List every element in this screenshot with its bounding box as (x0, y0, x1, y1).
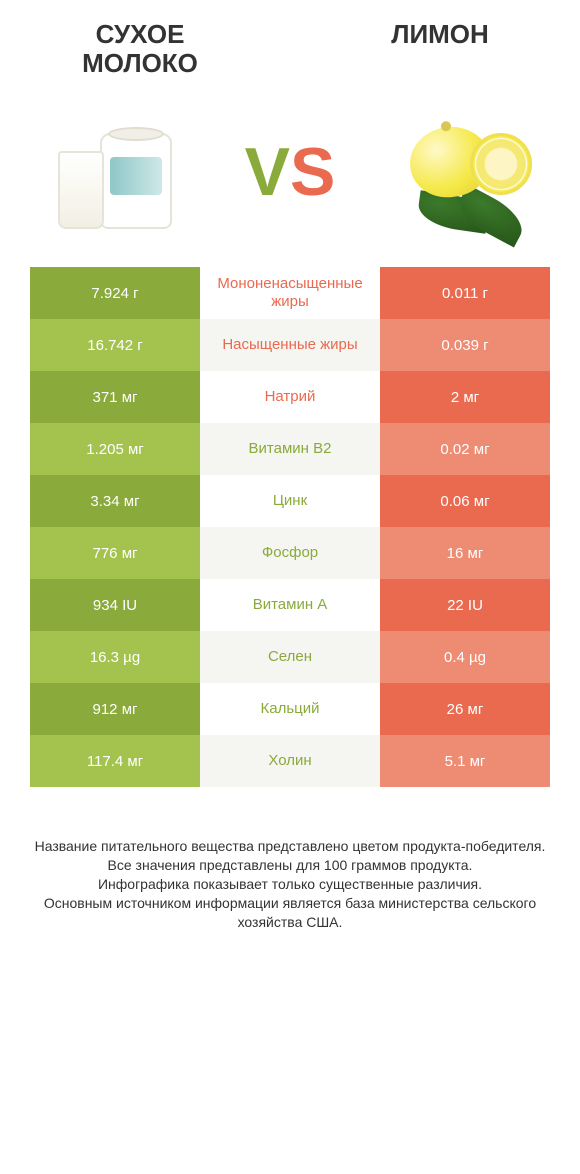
product-left-title: СУХОЕ МОЛОКО (50, 20, 230, 77)
product-right-title: ЛИМОН (350, 20, 530, 77)
table-row: 1.205 мгВитамин B20.02 мг (30, 423, 550, 475)
table-row: 16.742 гНасыщенные жиры0.039 г (30, 319, 550, 371)
cell-right-value: 22 IU (380, 579, 550, 631)
cell-left-value: 16.742 г (30, 319, 200, 371)
cell-left-value: 3.34 мг (30, 475, 200, 527)
cell-right-value: 0.02 мг (380, 423, 550, 475)
table-row: 934 IUВитамин A22 IU (30, 579, 550, 631)
cell-left-value: 117.4 мг (30, 735, 200, 787)
cell-right-value: 2 мг (380, 371, 550, 423)
vs-row: VS (0, 87, 580, 267)
cell-nutrient-name: Витамин B2 (200, 423, 380, 475)
table-row: 912 мгКальций26 мг (30, 683, 550, 735)
cell-right-value: 0.06 мг (380, 475, 550, 527)
cell-right-value: 16 мг (380, 527, 550, 579)
table-row: 776 мгФосфор16 мг (30, 527, 550, 579)
cell-nutrient-name: Фосфор (200, 527, 380, 579)
table-row: 371 мгНатрий2 мг (30, 371, 550, 423)
cell-nutrient-name: Натрий (200, 371, 380, 423)
cell-left-value: 371 мг (30, 371, 200, 423)
cell-nutrient-name: Витамин A (200, 579, 380, 631)
nutrition-table: 7.924 гМононенасыщенные жиры0.011 г16.74… (30, 267, 550, 787)
cell-nutrient-name: Мононенасыщенные жиры (200, 267, 380, 319)
product-right-image (390, 97, 540, 247)
cell-left-value: 912 мг (30, 683, 200, 735)
lemon-illustration (390, 97, 540, 247)
table-row: 16.3 µgСелен0.4 µg (30, 631, 550, 683)
cell-right-value: 5.1 мг (380, 735, 550, 787)
vs-label: VS (245, 133, 336, 211)
cell-nutrient-name: Холин (200, 735, 380, 787)
header: СУХОЕ МОЛОКО ЛИМОН (0, 0, 580, 87)
table-row: 7.924 гМононенасыщенные жиры0.011 г (30, 267, 550, 319)
cell-left-value: 7.924 г (30, 267, 200, 319)
vs-letter-s: S (290, 133, 335, 211)
cell-left-value: 934 IU (30, 579, 200, 631)
table-row: 3.34 мгЦинк0.06 мг (30, 475, 550, 527)
cell-right-value: 0.039 г (380, 319, 550, 371)
milk-illustration (40, 97, 190, 247)
footer-line: Все значения представлены для 100 граммо… (30, 856, 550, 875)
cell-nutrient-name: Насыщенные жиры (200, 319, 380, 371)
footer-notes: Название питательного вещества представл… (0, 787, 580, 931)
product-left-image (40, 97, 190, 247)
cell-nutrient-name: Цинк (200, 475, 380, 527)
cell-right-value: 0.011 г (380, 267, 550, 319)
cell-nutrient-name: Кальций (200, 683, 380, 735)
footer-line: Название питательного вещества представл… (30, 837, 550, 856)
cell-left-value: 1.205 мг (30, 423, 200, 475)
cell-right-value: 26 мг (380, 683, 550, 735)
footer-line: Основным источником информации является … (30, 894, 550, 932)
cell-left-value: 16.3 µg (30, 631, 200, 683)
vs-letter-v: V (245, 133, 290, 211)
footer-line: Инфографика показывает только существенн… (30, 875, 550, 894)
cell-left-value: 776 мг (30, 527, 200, 579)
cell-right-value: 0.4 µg (380, 631, 550, 683)
cell-nutrient-name: Селен (200, 631, 380, 683)
table-row: 117.4 мгХолин5.1 мг (30, 735, 550, 787)
